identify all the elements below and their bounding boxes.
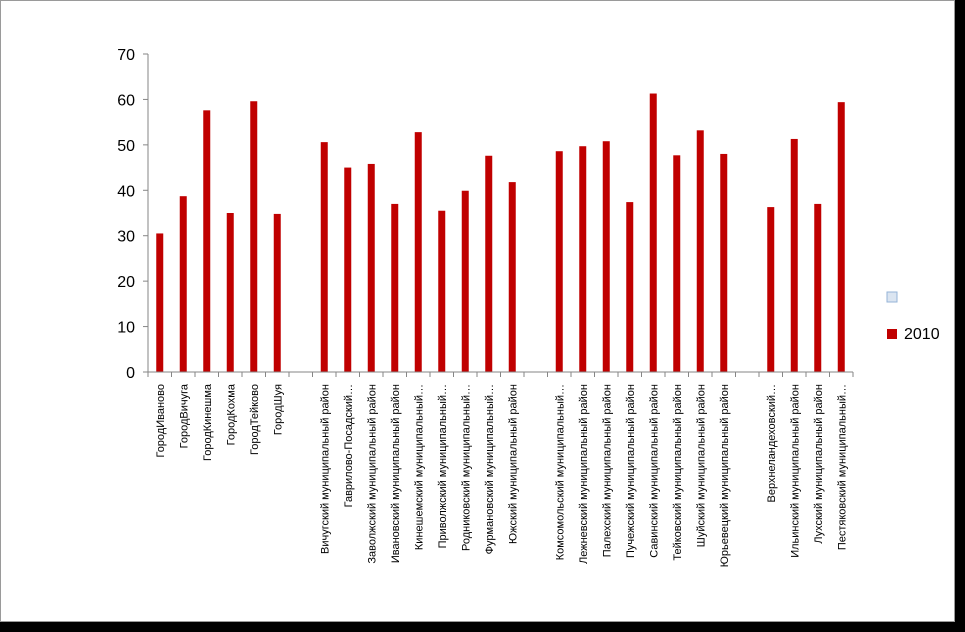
bar bbox=[414, 132, 422, 372]
bar bbox=[461, 190, 469, 372]
y-tick-label: 20 bbox=[117, 274, 135, 291]
bar bbox=[367, 163, 375, 372]
x-category-label: Гаврилово-Посадский… bbox=[343, 384, 355, 507]
legend-swatch bbox=[886, 291, 898, 303]
x-category-label: Лухский муниципальный район bbox=[813, 384, 825, 544]
x-category-label: ГородКинешма bbox=[202, 383, 214, 461]
bar bbox=[438, 210, 446, 372]
bar bbox=[814, 203, 822, 372]
x-category-label: Палехский муниципальный район bbox=[601, 384, 613, 557]
bar bbox=[837, 102, 845, 372]
y-axis: 0 10 20 30 40 50 60 70 bbox=[117, 47, 149, 382]
x-category-label: Кинешемский муниципальный… bbox=[413, 384, 425, 550]
x-category-label: Лежневский муниципальный район bbox=[578, 384, 590, 564]
bar bbox=[203, 110, 211, 373]
bar bbox=[508, 182, 516, 372]
x-category-label: ГородШуя bbox=[272, 384, 284, 435]
x-category-label: Заволжский муниципальный район bbox=[366, 384, 378, 564]
bar bbox=[767, 207, 775, 372]
bar bbox=[156, 233, 164, 372]
x-category-label: ГородТейково bbox=[249, 384, 261, 455]
x-category-label: Тейковский муниципальный район bbox=[672, 384, 684, 561]
bar bbox=[391, 203, 399, 372]
y-tick-label: 0 bbox=[126, 365, 135, 382]
legend-swatch bbox=[887, 329, 897, 339]
x-category-label: Верхнеландеховский… bbox=[766, 384, 778, 503]
bar bbox=[673, 155, 681, 372]
bar bbox=[485, 155, 493, 372]
x-category-label: Родниковский муниципальный… bbox=[460, 384, 472, 551]
x-category-label: Фурмановский муниципальный… bbox=[484, 384, 496, 554]
x-category-label: Ильинский муниципальный район bbox=[789, 384, 801, 558]
x-category-label: Приволжский муниципальный… bbox=[437, 384, 449, 548]
bar bbox=[626, 202, 634, 372]
bar bbox=[555, 151, 563, 372]
legend: 2010 bbox=[886, 291, 940, 343]
y-tick-label: 30 bbox=[117, 229, 135, 246]
x-category-label: Юрьевецкий муниципальный район bbox=[719, 384, 731, 567]
bar bbox=[579, 146, 587, 372]
x-category-label: Вичугский муниципальный район bbox=[319, 384, 331, 554]
x-category-label: ГородКохма bbox=[225, 383, 237, 445]
x-category-label: Комсомольский муниципальный… bbox=[554, 384, 566, 560]
bar bbox=[790, 138, 798, 372]
x-category-label: Пестяковский муниципальный… bbox=[836, 384, 848, 550]
y-tick-label: 50 bbox=[117, 138, 135, 155]
x-axis: ГородИваново ГородВичуга ГородКинешма Город… bbox=[147, 371, 854, 567]
bar bbox=[250, 101, 258, 372]
x-category-label: Пучежский муниципальный район bbox=[625, 384, 637, 558]
bar bbox=[649, 93, 657, 372]
bar bbox=[344, 167, 352, 372]
x-category-label: Шуйский муниципальный район bbox=[695, 384, 707, 547]
x-category-label: Ивановский муниципальный район bbox=[390, 384, 402, 563]
x-category-label: Южский муниципальный район bbox=[507, 384, 519, 544]
bar bbox=[696, 130, 704, 372]
y-tick-label: 10 bbox=[117, 320, 135, 337]
x-category-label: ГородВичуга bbox=[178, 383, 190, 448]
bar bbox=[720, 153, 728, 372]
y-tick-label: 60 bbox=[117, 92, 135, 109]
x-category-label: ГородИваново bbox=[155, 384, 167, 458]
bar bbox=[226, 213, 234, 372]
bar bbox=[320, 142, 328, 372]
y-tick-label: 70 bbox=[117, 47, 135, 64]
chart-frame: 0 10 20 30 40 50 60 70 ГородИваново ГородВичуга Г… bbox=[0, 0, 955, 622]
y-tick-label: 40 bbox=[117, 183, 135, 200]
bar bbox=[273, 213, 281, 372]
x-category-label: Савинский муниципальный район bbox=[648, 384, 660, 558]
legend-label: 2010 bbox=[904, 326, 940, 343]
bar bbox=[602, 141, 610, 372]
bar bbox=[179, 196, 187, 372]
bars bbox=[156, 93, 845, 373]
